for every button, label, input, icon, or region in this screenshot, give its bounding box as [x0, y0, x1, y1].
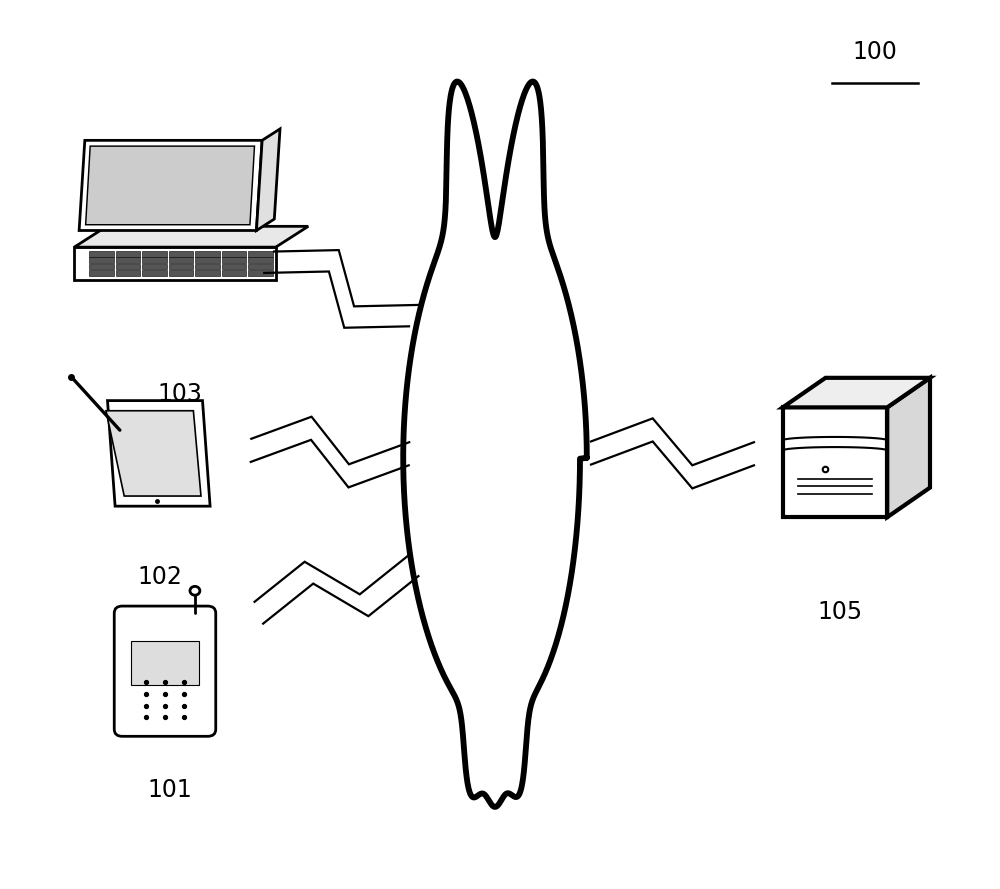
Polygon shape — [195, 257, 220, 263]
Polygon shape — [74, 227, 308, 247]
Polygon shape — [169, 257, 193, 263]
Bar — [131, 641, 199, 685]
Polygon shape — [248, 264, 273, 269]
Polygon shape — [783, 407, 887, 517]
Text: 104: 104 — [483, 446, 527, 469]
Polygon shape — [222, 251, 246, 257]
Polygon shape — [142, 270, 167, 276]
Polygon shape — [142, 264, 167, 269]
Polygon shape — [89, 264, 114, 269]
Polygon shape — [169, 264, 193, 269]
Polygon shape — [142, 251, 167, 257]
Polygon shape — [89, 270, 114, 276]
Polygon shape — [108, 401, 210, 506]
Text: 105: 105 — [817, 600, 863, 624]
Polygon shape — [195, 251, 220, 257]
Polygon shape — [116, 257, 140, 263]
Polygon shape — [222, 257, 246, 263]
Polygon shape — [248, 251, 273, 257]
Polygon shape — [89, 251, 114, 257]
Polygon shape — [195, 270, 220, 276]
Polygon shape — [169, 251, 193, 257]
Polygon shape — [195, 264, 220, 269]
Polygon shape — [142, 257, 167, 263]
Text: 103: 103 — [158, 382, 202, 406]
Polygon shape — [116, 264, 140, 269]
Polygon shape — [887, 378, 930, 517]
Polygon shape — [222, 270, 246, 276]
Polygon shape — [256, 129, 280, 230]
Polygon shape — [116, 251, 140, 257]
Polygon shape — [169, 270, 193, 276]
Polygon shape — [74, 247, 276, 279]
Polygon shape — [783, 378, 930, 407]
Polygon shape — [248, 270, 273, 276]
Polygon shape — [403, 82, 587, 807]
Polygon shape — [79, 140, 262, 230]
Polygon shape — [86, 146, 254, 225]
Polygon shape — [116, 270, 140, 276]
Polygon shape — [222, 264, 246, 269]
Text: 101: 101 — [148, 778, 192, 802]
Text: 100: 100 — [853, 40, 897, 64]
Polygon shape — [89, 257, 114, 263]
FancyBboxPatch shape — [114, 606, 216, 736]
Text: 102: 102 — [138, 565, 182, 589]
Circle shape — [190, 587, 200, 596]
Polygon shape — [106, 411, 201, 496]
Polygon shape — [248, 257, 273, 263]
